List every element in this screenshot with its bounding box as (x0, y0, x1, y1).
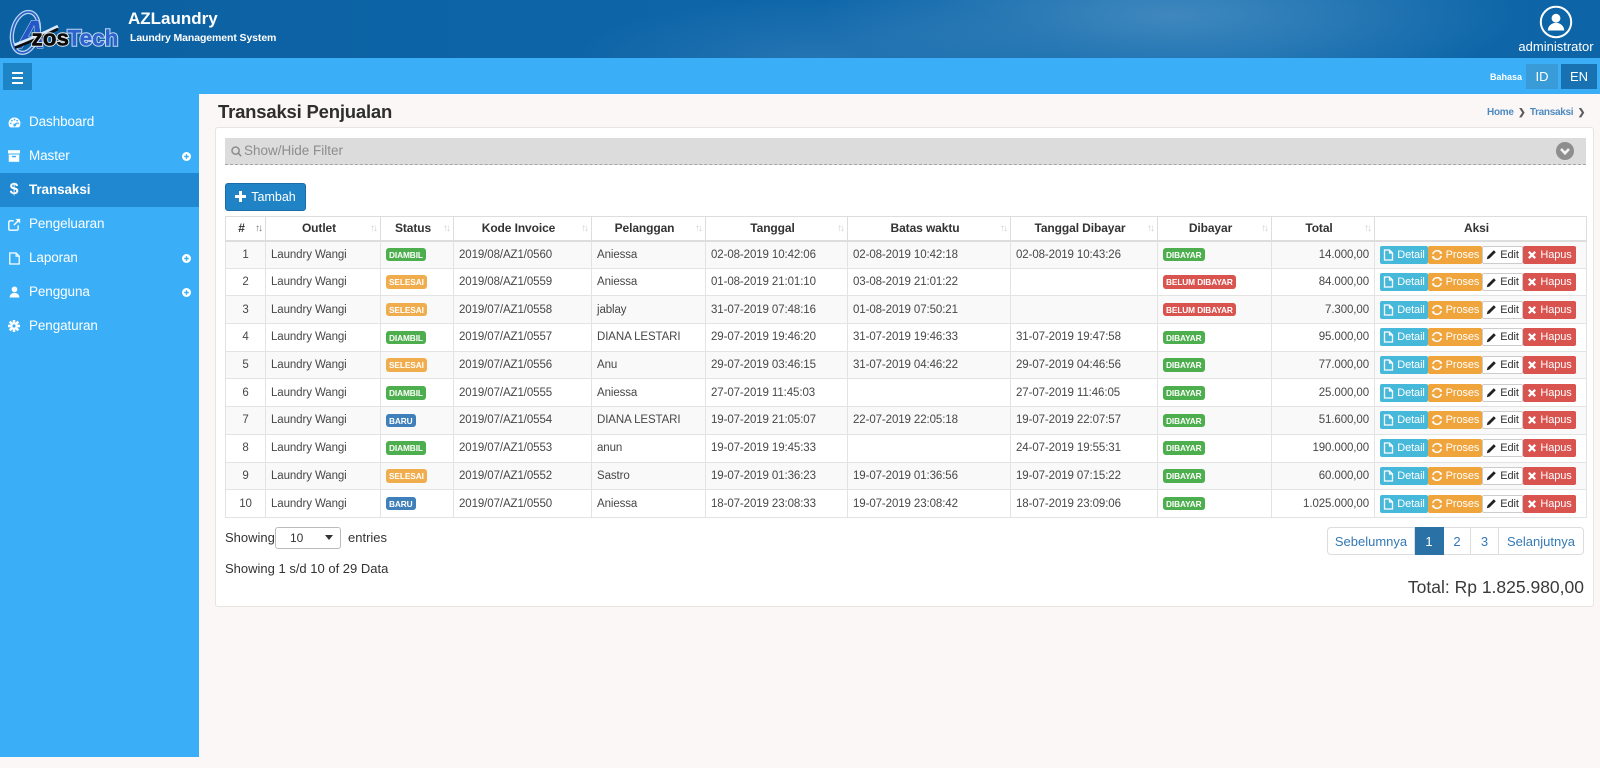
svg-text:Tech: Tech (68, 26, 119, 51)
svg-text:zos: zos (32, 26, 70, 51)
svg-text:Tech: Tech (68, 26, 119, 51)
svg-text:zos: zos (32, 26, 70, 51)
